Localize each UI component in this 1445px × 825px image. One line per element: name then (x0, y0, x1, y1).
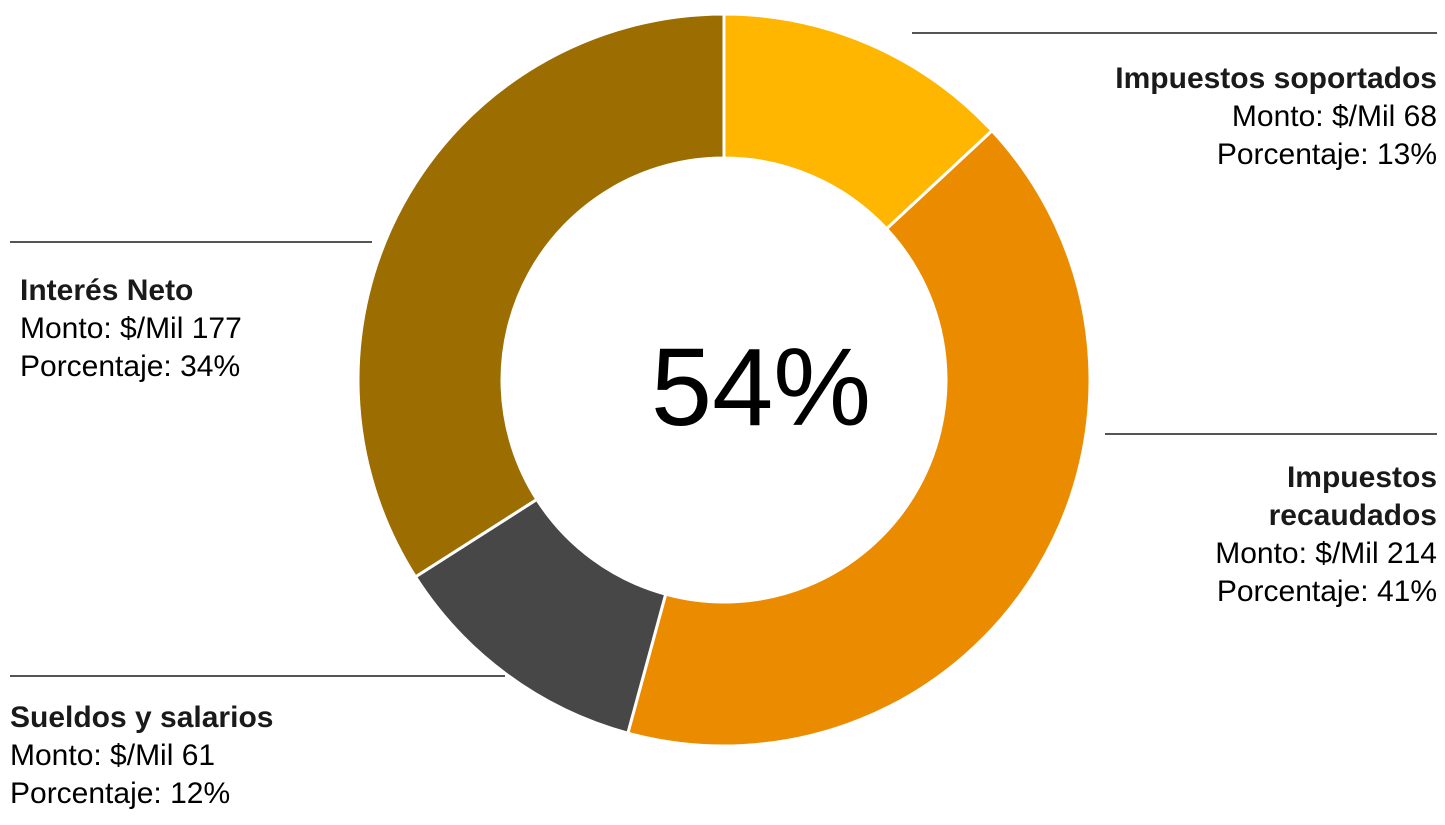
leader-line-impuestos-soportados (912, 32, 1437, 34)
slice-amount: Monto: $/Mil 61 (10, 739, 216, 772)
slice-amount: Monto: $/Mil 68 (1231, 100, 1437, 133)
center-total-label: 54% (650, 326, 872, 449)
slice-percent: Porcentaje: 34% (20, 350, 241, 383)
label-impuestos-soportados: Impuestos soportados Monto: $/Mil 68 Por… (937, 60, 1437, 174)
slice-name: Interés Neto (20, 274, 194, 307)
label-interes-neto: Interés Neto Monto: $/Mil 177 Porcentaje… (20, 272, 360, 386)
slice-amount: Monto: $/Mil 214 (1215, 537, 1437, 570)
slice-name-line-1: Impuestos (1286, 461, 1437, 494)
slice-name: Impuestos soportados (1115, 62, 1437, 95)
label-impuestos-recaudados: Impuestos recaudados Monto: $/Mil 214 Po… (1097, 459, 1437, 611)
slice-percent: Porcentaje: 12% (10, 777, 231, 810)
slice-name-line-2: recaudados (1268, 499, 1437, 532)
slice-percent: Porcentaje: 41% (1216, 575, 1437, 608)
leader-line-sueldos-salarios (10, 675, 505, 677)
label-sueldos-salarios: Sueldos y salarios Monto: $/Mil 61 Porce… (10, 699, 430, 813)
leader-line-impuestos-recaudados (1105, 433, 1437, 435)
donut-slice-impuestos-recaudados (626, 128, 1092, 748)
slice-amount: Monto: $/Mil 177 (20, 312, 242, 345)
leader-line-interes-neto (10, 241, 372, 243)
slice-percent: Porcentaje: 13% (1216, 138, 1437, 171)
donut-slice-interes-neto (356, 12, 726, 579)
slice-name: Sueldos y salarios (10, 701, 274, 734)
